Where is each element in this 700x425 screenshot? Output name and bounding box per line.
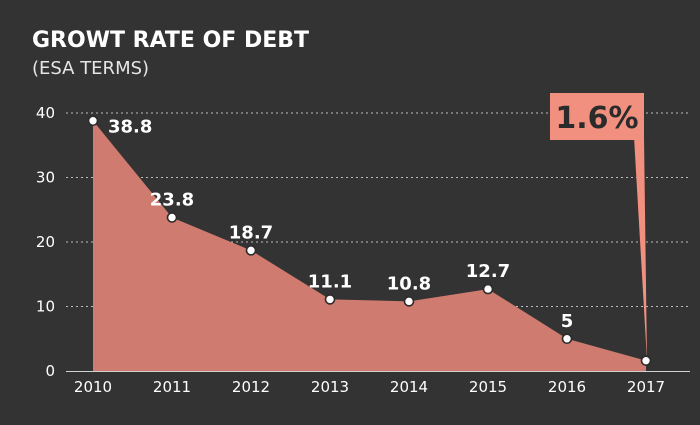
x-tick-label: 2014 <box>390 378 428 396</box>
data-point <box>640 355 652 366</box>
x-tick-label: 2016 <box>548 378 586 396</box>
data-label: 11.1 <box>308 271 352 292</box>
data-label: 18.7 <box>229 222 273 243</box>
chart-subtitle: (ESA TERMS) <box>32 58 149 79</box>
y-tick-label: 0 <box>45 362 55 380</box>
highlight-callout: 1.6% <box>550 93 647 361</box>
data-label: 5 <box>561 311 574 332</box>
callout-pointer <box>634 137 647 361</box>
data-label: 12.7 <box>466 261 510 282</box>
y-tick-label: 40 <box>36 104 55 122</box>
chart-title: GROWT RATE OF DEBT <box>32 28 309 53</box>
data-point <box>403 296 415 307</box>
y-tick-label: 30 <box>36 169 55 187</box>
area-fill <box>93 120 646 372</box>
x-tick-label: 2013 <box>311 378 349 396</box>
data-point <box>324 294 336 305</box>
y-tick-label: 10 <box>36 298 55 316</box>
x-tick-label: 2012 <box>232 378 270 396</box>
data-point <box>245 245 257 256</box>
data-point <box>482 283 494 295</box>
data-label: 38.8 <box>108 117 152 138</box>
data-point <box>87 115 99 127</box>
y-axis-ticks: 0 10 20 30 40 <box>36 104 55 380</box>
data-point <box>561 333 573 345</box>
callout-box <box>550 93 644 140</box>
y-tick-label: 20 <box>36 233 55 251</box>
data-label: 10.8 <box>387 273 431 294</box>
x-axis-ticks: 2010 2011 2012 2013 2014 2015 2016 2017 <box>74 378 665 396</box>
data-label: 23.8 <box>150 189 194 210</box>
x-tick-label: 2010 <box>74 378 112 396</box>
x-tick-label: 2015 <box>469 378 507 396</box>
data-points <box>87 115 652 366</box>
x-tick-label: 2017 <box>627 378 665 396</box>
area-series <box>93 120 646 372</box>
callout-label: 1.6% <box>555 101 638 136</box>
data-point <box>166 212 178 223</box>
data-labels: 38.8 23.8 18.7 11.1 10.8 12.7 5 <box>108 117 573 332</box>
x-tick-label: 2011 <box>153 378 191 396</box>
